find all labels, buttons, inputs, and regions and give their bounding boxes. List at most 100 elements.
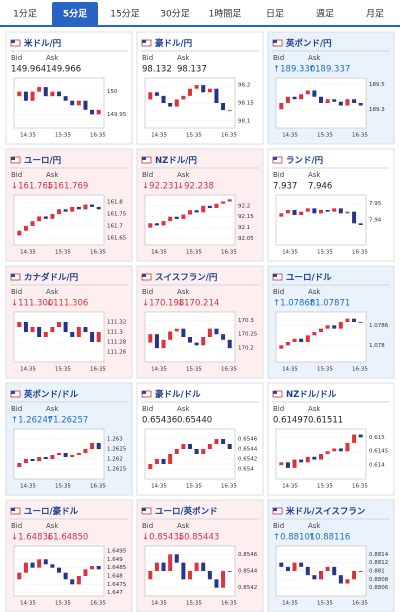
x-tick-label: 16:35 [352,367,368,373]
y-tick-label: 1.6495 [107,549,127,555]
card-title[interactable]: 豪ドル/ドル [155,389,201,400]
flag-icon-part [142,508,146,511]
card-title[interactable]: 英ポンド/ドル [23,389,79,400]
candle [37,327,42,337]
flag-icon-part [142,157,146,160]
y-tick-label: 1.262 [107,457,123,463]
x-tick-label: 16:35 [221,601,237,607]
x-tick-label: 15:35 [55,484,71,490]
bid-value: ↑189.330 [273,65,315,75]
candle [83,100,88,110]
candle [161,95,166,103]
candle [154,562,159,571]
x-tick-label: 14:35 [20,133,36,139]
candle [338,101,343,106]
candle [174,216,179,219]
candle [17,572,22,580]
candle [43,332,48,337]
card-title[interactable]: ユーロ/豪ドル [24,506,79,517]
x-tick-label: 16:35 [90,133,106,139]
candle [292,210,297,215]
y-tick-label: 189.3 [369,107,385,113]
candle [214,88,219,103]
tab[interactable]: 月足 [366,9,384,20]
card-title[interactable]: ユーロ/円 [24,156,61,166]
x-tick-label: 14:35 [282,601,298,607]
ask-label: Ask [177,171,190,179]
card-title[interactable]: ユーロ/英ポンド [155,506,218,517]
candle [96,109,101,115]
candle [221,201,226,204]
candle [292,96,297,100]
candle [352,318,357,322]
candle [345,318,350,322]
card-title[interactable]: NZドル/円 [155,156,197,166]
x-tick-label: 16:35 [221,367,237,373]
candle [332,566,337,576]
y-tick-label: 0.6145 [369,449,389,455]
ask-value: ↓1.64850 [46,533,88,543]
ask-label: Ask [308,522,321,530]
tab[interactable]: 30分足 [160,9,189,20]
bid-label: Bid [142,522,153,530]
tab[interactable]: 日足 [266,9,284,20]
candle [305,335,310,342]
candle [319,328,323,332]
tab[interactable]: 1時間足 [209,9,242,20]
candle [194,210,199,213]
card-title[interactable]: 英ポンド/円 [285,38,332,49]
y-tick-label: 7.94 [369,218,382,224]
card-title[interactable]: 米ドル/円 [24,38,61,49]
y-tick-label: 1.0786 [369,323,389,329]
candle [279,562,284,567]
y-tick-label: 92.2 [238,203,250,209]
candle [76,453,81,455]
ask-value: ↑1.26257 [46,416,88,426]
bid-label: Bid [142,405,153,413]
candle [17,322,22,327]
tab[interactable]: 1分足 [13,9,37,20]
y-tick-label: 161.75 [107,212,127,218]
card-title[interactable]: ユーロ/ドル [286,273,332,283]
tab[interactable]: 15分足 [110,9,139,20]
x-tick-label: 15:35 [317,133,333,139]
candle [285,342,290,346]
ask-value: ↑1.07871 [308,299,350,309]
x-tick-label: 16:35 [352,484,368,490]
candle [50,564,55,568]
candle [285,462,290,468]
card-title[interactable]: スイスフラン/円 [155,273,217,283]
ask-label: Ask [308,171,321,179]
card-title[interactable]: カナダドル/円 [24,272,78,283]
candle [70,100,75,106]
card-title[interactable]: NZドル/ドル [286,390,337,400]
candle [352,99,357,103]
tab[interactable]: 5分足 [63,8,88,20]
candle [305,566,310,576]
tab[interactable]: 週足 [316,9,334,20]
candle [57,453,61,455]
candle [17,463,22,467]
card-title[interactable]: ランド/円 [286,156,323,166]
card-title[interactable]: 豪ドル/円 [155,38,192,49]
candle [96,332,101,342]
card-title[interactable]: 米ドル/スイスフラン [286,506,366,517]
candle [279,345,284,349]
flag-icon-part [142,391,146,394]
candle [338,448,343,452]
